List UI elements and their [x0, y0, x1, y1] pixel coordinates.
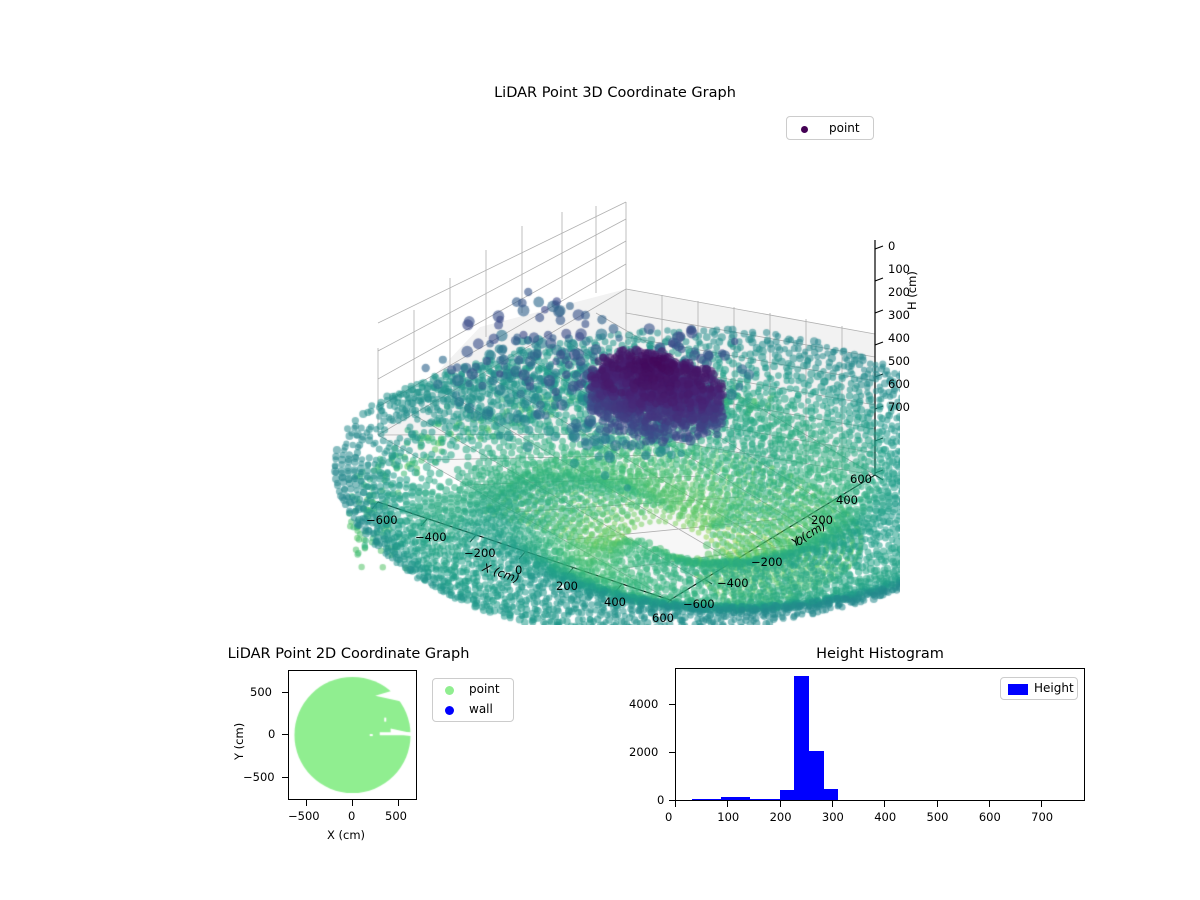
- histogram-bar: [779, 789, 795, 800]
- yh-tickmark-0: [669, 800, 675, 802]
- xh-tickmark: [675, 801, 677, 807]
- histogram-bar: [691, 798, 707, 800]
- x3d-tick-2: −200: [464, 546, 496, 560]
- yh-tick-0: 0: [657, 793, 665, 807]
- legend-marker-point-2d: [445, 686, 454, 695]
- y3d-tick-3: 0: [796, 534, 804, 548]
- xh-tickmark: [727, 801, 729, 807]
- histogram-bar: [823, 789, 839, 800]
- xh-tick: 600: [978, 810, 1001, 824]
- yh-tickmark-1: [669, 752, 675, 754]
- xh-tickmark: [936, 801, 938, 807]
- y2d-tickmark-1: [282, 734, 288, 736]
- legend-label-wall: wall: [469, 702, 493, 716]
- z3d-axis-label: H (cm): [905, 271, 919, 310]
- y2d-tick-1: 0: [268, 727, 276, 741]
- xh-tick: 100: [717, 810, 740, 824]
- xh-tick: 700: [1031, 810, 1054, 824]
- lidar-3d-axes[interactable]: [330, 145, 900, 625]
- xh-tick: 500: [926, 810, 949, 824]
- legend-label-point: point: [829, 121, 860, 135]
- z3d-tick-6: 600: [888, 377, 910, 391]
- y3d-tick-1: −400: [717, 576, 749, 590]
- histogram-bar: [706, 798, 721, 800]
- z3d-tick-4: 400: [888, 331, 910, 345]
- y3d-tick-5: 400: [836, 493, 858, 507]
- y2d-axis-label: Y (cm): [232, 722, 246, 760]
- y3d-tick-6: 600: [850, 472, 872, 486]
- histogram-bar: [750, 799, 765, 800]
- histogram-bar: [720, 797, 736, 800]
- z3d-tick-3: 300: [888, 308, 910, 322]
- x3d-tick-5: 400: [604, 595, 626, 609]
- y2d-tick-2: −500: [243, 770, 275, 784]
- x2d-tick-1: 0: [348, 809, 356, 823]
- y2d-tickmark-0: [282, 692, 288, 694]
- xh-tickmark: [831, 801, 834, 807]
- lidar-2d-axes[interactable]: [288, 670, 417, 800]
- legend-label-height: Height: [1034, 681, 1074, 695]
- xh-tick: 400: [874, 810, 897, 824]
- x2d-tickmark-2: [398, 800, 400, 806]
- legend-marker-point: [801, 126, 808, 133]
- xh-tick: 300: [821, 810, 844, 824]
- x3d-tick-4: 200: [556, 579, 578, 593]
- z3d-tick-7: 700: [888, 400, 910, 414]
- y2d-tick-0: 500: [250, 685, 272, 699]
- y3d-tick-0: −600: [683, 597, 715, 611]
- x2d-tick-2: 500: [385, 809, 407, 823]
- panel2d-legend[interactable]: point wall: [432, 678, 514, 722]
- z3d-tick-0: 0: [888, 239, 896, 253]
- xh-tickmark: [988, 801, 991, 807]
- x3d-tick-1: −400: [415, 530, 447, 544]
- x2d-axis-label: X (cm): [327, 828, 366, 842]
- histogram-bar: [764, 799, 780, 800]
- z3d-tick-5: 500: [888, 354, 910, 368]
- z3d-tick-2: 200: [888, 285, 910, 299]
- xh-tickmark: [884, 801, 886, 807]
- yh-tick-1: 2000: [629, 745, 659, 759]
- legend-label-point-2d: point: [469, 682, 500, 696]
- x2d-tick-0: −500: [288, 809, 320, 823]
- panel-hist-legend[interactable]: Height: [1000, 677, 1078, 700]
- panel3d-legend[interactable]: point: [786, 116, 874, 140]
- point-cloud-3d-canvas: [330, 145, 900, 625]
- point-cloud-3d: [330, 145, 900, 625]
- legend-marker-wall: [445, 706, 454, 715]
- panel3d-title: LiDAR Point 3D Coordinate Graph: [494, 85, 736, 101]
- yh-tickmark-2: [669, 704, 675, 706]
- xh-tick: 0: [665, 810, 673, 824]
- point-cloud-2d-canvas: [289, 671, 416, 799]
- y2d-tickmark-2: [282, 777, 288, 779]
- histogram-bar: [735, 797, 751, 800]
- yh-tick-2: 4000: [629, 697, 659, 711]
- x3d-tick-6: 600: [652, 611, 674, 625]
- histogram-bar: [794, 676, 809, 800]
- panel2d-title: LiDAR Point 2D Coordinate Graph: [227, 646, 470, 662]
- histogram-bar: [808, 751, 824, 800]
- xh-tickmark: [1041, 801, 1043, 807]
- panel-hist-title: Height Histogram: [816, 646, 944, 662]
- legend-swatch-height: [1008, 684, 1028, 695]
- x2d-tickmark-1: [352, 800, 354, 806]
- z3d-tick-1: 100: [888, 262, 910, 276]
- xh-tick: 200: [769, 810, 792, 824]
- x3d-tick-3: 0: [515, 563, 523, 577]
- y3d-tick-4: 200: [811, 513, 833, 527]
- x3d-tick-0: −600: [366, 513, 398, 527]
- xh-tickmark: [779, 801, 781, 807]
- y3d-tick-2: −200: [751, 555, 783, 569]
- x2d-tickmark-0: [306, 800, 308, 806]
